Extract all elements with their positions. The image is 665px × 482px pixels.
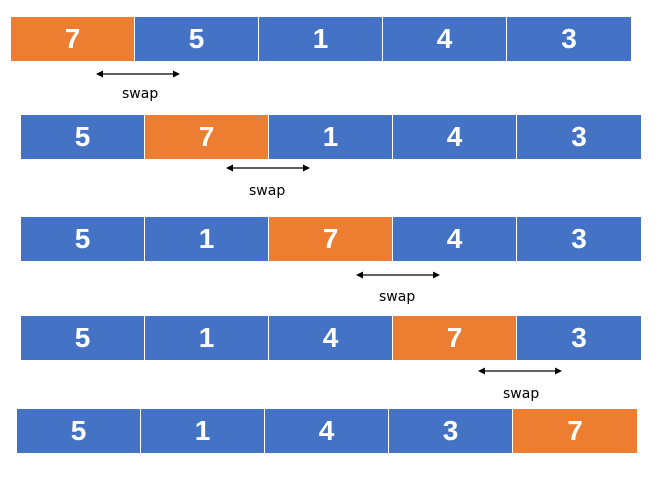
array-cell: 4: [265, 409, 389, 453]
array-row-5: 5 1 4 3 7: [17, 409, 637, 453]
array-cell: 1: [259, 17, 383, 61]
array-cell: 4: [383, 17, 507, 61]
double-arrow-icon: [356, 271, 440, 279]
array-cell: 1: [145, 217, 269, 261]
array-cell: 7: [513, 409, 637, 453]
array-cell: 4: [393, 217, 517, 261]
array-row-1: 7 5 1 4 3: [11, 17, 631, 61]
array-cell: 3: [389, 409, 513, 453]
array-cell: 5: [21, 316, 145, 360]
swap-label: swap: [379, 289, 416, 305]
array-cell: 7: [269, 217, 393, 261]
array-cell: 5: [17, 409, 141, 453]
array-cell: 4: [393, 115, 517, 159]
double-arrow-icon: [96, 70, 180, 78]
array-cell: 4: [269, 316, 393, 360]
double-arrow-icon: [478, 367, 562, 375]
array-cell: 3: [507, 17, 631, 61]
array-cell: 7: [393, 316, 517, 360]
array-cell: 5: [135, 17, 259, 61]
array-cell: 3: [517, 316, 641, 360]
array-cell: 7: [145, 115, 269, 159]
array-cell: 3: [517, 217, 641, 261]
double-arrow-icon: [226, 164, 310, 172]
swap-label: swap: [503, 386, 540, 402]
array-cell: 1: [141, 409, 265, 453]
array-cell: 5: [21, 217, 145, 261]
array-cell: 1: [269, 115, 393, 159]
swap-label: swap: [122, 86, 159, 102]
swap-label: swap: [249, 183, 286, 199]
array-row-4: 5 1 4 7 3: [21, 316, 641, 360]
array-cell: 5: [21, 115, 145, 159]
array-cell: 3: [517, 115, 641, 159]
array-cell: 1: [145, 316, 269, 360]
array-row-2: 5 7 1 4 3: [21, 115, 641, 159]
array-cell: 7: [11, 17, 135, 61]
array-row-3: 5 1 7 4 3: [21, 217, 641, 261]
